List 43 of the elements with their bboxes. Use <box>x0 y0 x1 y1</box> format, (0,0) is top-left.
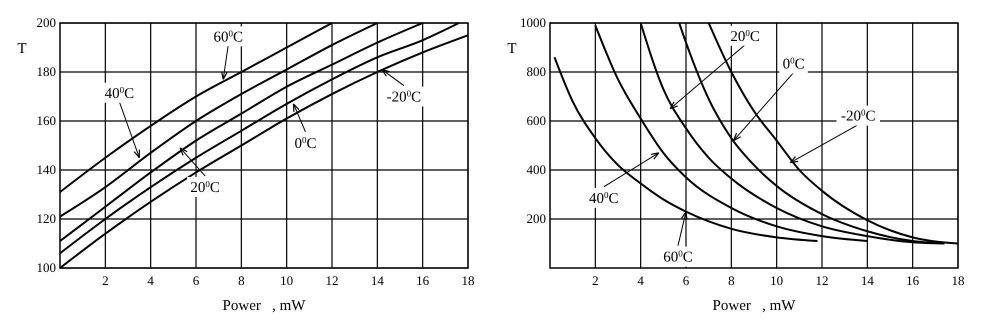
x-tick-label: 18 <box>952 273 964 288</box>
x-tick-label: 14 <box>370 273 384 288</box>
x-tick-label: 4 <box>147 273 154 288</box>
y-tick-label: 120 <box>36 211 56 226</box>
x-tick-label: 8 <box>728 273 735 288</box>
annotation: -20$^{0}$C <box>841 108 876 125</box>
x-tick-label: 16 <box>416 273 430 288</box>
x-tick-label: 12 <box>816 273 828 288</box>
annotation: 40$^{0}$C <box>104 84 134 102</box>
x-tick-label: 10 <box>770 273 784 288</box>
annotation: 20$^{0}$C <box>730 28 760 45</box>
x-tick-label: 2 <box>102 273 109 288</box>
y-tick-label: 600 <box>526 113 546 128</box>
x-axis-title: Power , mW <box>222 298 306 314</box>
x-tick-label: 14 <box>860 273 874 288</box>
annotation: -20$^{0}$C <box>386 88 422 106</box>
y-tick-label: 200 <box>36 15 56 30</box>
x-tick-label: 2 <box>592 273 599 288</box>
x-tick-label: 6 <box>192 273 200 288</box>
x-tick-label: 10 <box>280 273 294 288</box>
annotation: 60$^{0}$C <box>213 28 243 46</box>
y-tick-label: 1000 <box>520 15 546 30</box>
annotation: 20$^{0}$C <box>190 178 220 196</box>
x-axis-title: Power , mW <box>712 298 796 314</box>
annotation: 0$^{0}$C <box>782 56 805 73</box>
y-tick-label: 140 <box>36 162 56 177</box>
y-tick-label: 160 <box>36 113 56 128</box>
x-tick-label: 4 <box>637 273 644 288</box>
y-axis-title: T <box>17 41 27 57</box>
y-axis-title: T <box>507 41 517 57</box>
x-tick-label: 8 <box>238 273 245 288</box>
annotation: 60$^{0}$C <box>663 248 693 266</box>
y-tick-label: 800 <box>526 64 546 79</box>
annotation: 40$^{0}$C <box>589 190 619 207</box>
x-tick-label: 16 <box>906 273 920 288</box>
y-tick-label: 100 <box>36 260 56 275</box>
y-tick-label: 400 <box>526 162 546 177</box>
y-tick-label: 200 <box>526 211 546 226</box>
x-tick-label: 18 <box>462 273 474 288</box>
x-tick-label: 6 <box>682 273 690 288</box>
y-tick-label: 180 <box>36 64 56 79</box>
x-tick-label: 12 <box>326 273 338 288</box>
annotation: 0$^{0}$C <box>294 134 316 152</box>
